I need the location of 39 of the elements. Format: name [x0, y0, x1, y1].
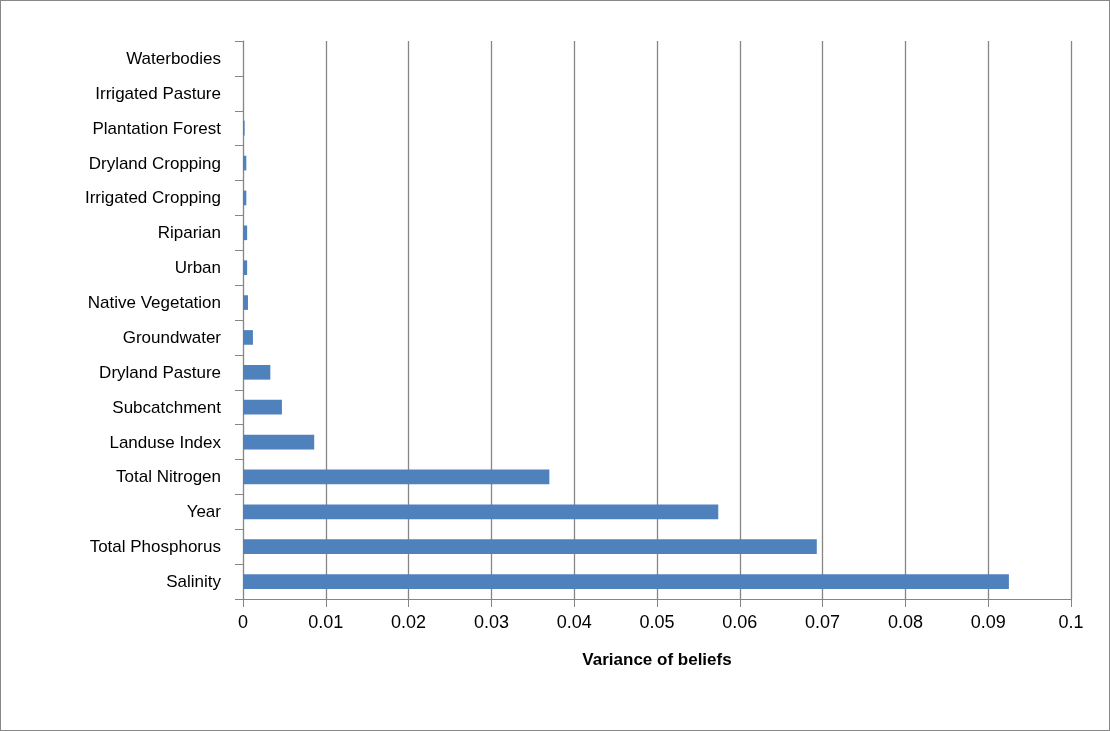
bar — [243, 399, 282, 415]
x-tick-label: 0.06 — [722, 612, 758, 632]
x-tick-label: 0.07 — [805, 612, 841, 632]
bar — [243, 434, 315, 450]
bar — [243, 469, 550, 485]
bar — [243, 539, 817, 555]
bar — [243, 260, 248, 276]
y-tick-label: Plantation Forest — [92, 118, 222, 138]
x-tick-label: 0.01 — [308, 612, 344, 632]
y-tick-label: Landuse Index — [109, 432, 222, 452]
y-tick-label: Total Phosphorus — [89, 537, 221, 557]
y-tick-label: Total Nitrogen — [116, 467, 221, 487]
bar — [243, 330, 253, 345]
y-tick-label: Dryland Cropping — [88, 153, 221, 173]
y-tick-label: Irrigated Cropping — [84, 188, 221, 208]
y-tick-label: Subcatchment — [112, 397, 222, 417]
x-tick-label: 0 — [237, 612, 249, 632]
bar — [243, 574, 1009, 589]
y-tick-label: Urban — [174, 258, 221, 278]
x-tick-label: 0.03 — [473, 612, 509, 632]
y-tick-label: Dryland Pasture — [99, 362, 221, 382]
y-tick-label: Riparian — [157, 223, 221, 243]
bar — [243, 504, 719, 520]
y-tick-label: Salinity — [166, 572, 222, 592]
x-axis-title: Variance of beliefs — [582, 650, 732, 669]
bar — [243, 364, 271, 380]
x-tick-label: 0.05 — [639, 612, 675, 632]
x-tick-label: 0.1 — [1058, 612, 1084, 632]
x-tick-label: 0.04 — [556, 612, 592, 632]
y-tick-label: Year — [186, 502, 222, 522]
x-tick-label: 0.09 — [970, 612, 1006, 632]
bar — [243, 295, 248, 310]
y-tick-label: Native Vegetation — [87, 293, 221, 313]
bar — [243, 225, 248, 241]
y-tick-label: Groundwater — [122, 327, 222, 347]
y-tick-label: Irrigated Pasture — [95, 83, 221, 103]
x-tick-label: 0.02 — [391, 612, 427, 632]
x-tick-label: 0.08 — [887, 612, 923, 632]
y-tick-label: Waterbodies — [126, 48, 221, 68]
